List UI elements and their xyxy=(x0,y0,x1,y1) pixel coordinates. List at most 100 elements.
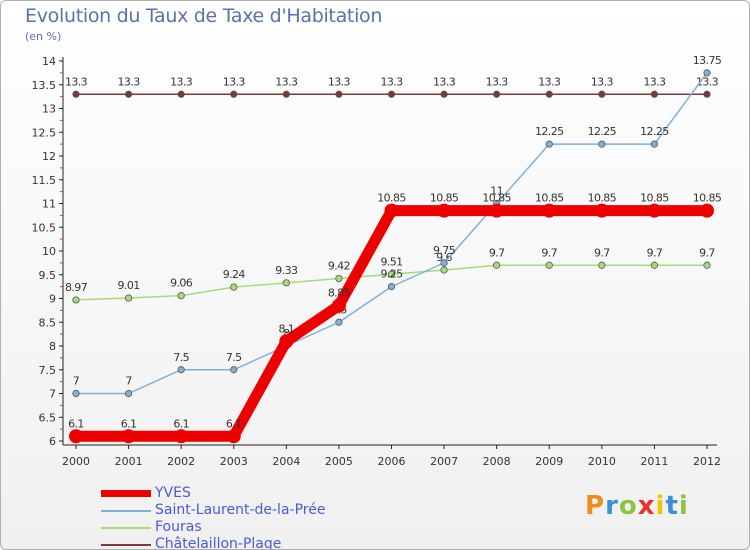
data-label-fouras: 9.42 xyxy=(328,260,350,273)
data-point-saint-laurent-de-la-pr-e xyxy=(230,366,238,374)
data-point-yves xyxy=(384,203,399,218)
logo-letter: t xyxy=(665,491,679,521)
data-label-ch-telaillon-plage: 13.3 xyxy=(380,75,403,88)
legend-label-chatelaillon: Châtelaillon-Plage xyxy=(155,536,282,550)
data-point-yves xyxy=(174,429,189,444)
data-point-yves xyxy=(226,429,241,444)
x-tick-label: 2002 xyxy=(167,455,195,468)
series-line-saint-laurent-de-la-pr-e xyxy=(75,72,708,395)
y-tick-label: 11 xyxy=(42,198,56,211)
x-tick-label: 2005 xyxy=(325,455,353,468)
data-point-saint-laurent-de-la-pr-e xyxy=(703,69,711,77)
x-tick-label: 2010 xyxy=(588,455,616,468)
data-label-fouras: 9.7 xyxy=(594,246,610,259)
data-label-saint-laurent-de-la-pr-e: 7.5 xyxy=(226,351,242,364)
data-point-saint-laurent-de-la-pr-e xyxy=(545,140,553,148)
data-point-fouras xyxy=(335,274,343,283)
data-label-yves: 10.85 xyxy=(588,192,617,205)
data-point-fouras xyxy=(177,292,185,300)
x-tick-label: 2000 xyxy=(62,455,90,468)
data-label-ch-telaillon-plage: 13.3 xyxy=(696,75,719,88)
data-point-yves xyxy=(542,203,557,218)
data-point-saint-laurent-de-la-pr-e xyxy=(650,140,659,148)
y-tick-label: 9.5 xyxy=(39,269,57,282)
data-point-fouras xyxy=(387,270,396,278)
data-label-ch-telaillon-plage: 13.3 xyxy=(65,75,88,88)
data-label-fouras: 9.7 xyxy=(489,246,505,259)
data-point-fouras xyxy=(72,296,80,304)
data-label-ch-telaillon-plage: 13.3 xyxy=(591,75,614,88)
y-tick-label: 14 xyxy=(42,55,56,68)
y-tick-label: 6.5 xyxy=(39,411,57,424)
logo-letter: i xyxy=(655,491,666,521)
data-point-fouras xyxy=(545,261,553,269)
x-tick-label: 2012 xyxy=(693,455,721,468)
data-label-yves: 10.85 xyxy=(693,192,722,205)
y-tick-label: 13 xyxy=(42,103,56,116)
data-point-yves xyxy=(594,203,609,218)
y-tick-label: 7.5 xyxy=(39,364,57,377)
y-axis-unit: (en %) xyxy=(25,30,62,43)
data-point-saint-laurent-de-la-pr-e xyxy=(177,366,185,374)
data-point-fouras xyxy=(282,279,290,287)
data-point-saint-laurent-de-la-pr-e xyxy=(72,389,80,398)
data-label-yves: 6.1 xyxy=(173,417,189,430)
data-point-yves xyxy=(647,203,662,218)
data-point-ch-telaillon-plage xyxy=(703,90,711,98)
y-tick-label: 10 xyxy=(42,245,56,258)
data-point-fouras xyxy=(650,261,659,269)
y-tick-label: 6 xyxy=(49,435,56,448)
data-label-ch-telaillon-plage: 13.3 xyxy=(170,75,193,88)
y-tick-label: 8.5 xyxy=(39,316,57,329)
logo-letter: P xyxy=(585,491,606,521)
data-point-ch-telaillon-plage xyxy=(598,90,606,98)
data-point-yves xyxy=(279,334,294,349)
data-label-fouras: 9.33 xyxy=(275,264,298,277)
data-point-yves xyxy=(121,429,136,444)
data-label-ch-telaillon-plage: 13.3 xyxy=(275,75,298,88)
data-point-yves xyxy=(331,298,346,313)
data-point-fouras xyxy=(598,261,606,269)
data-label-ch-telaillon-plage: 13.3 xyxy=(643,75,666,88)
data-label-yves: 10.85 xyxy=(640,192,669,205)
legend-label-yves: YVES xyxy=(155,485,191,501)
data-point-ch-telaillon-plage xyxy=(177,90,185,98)
data-label-fouras: 9.24 xyxy=(223,268,246,281)
data-label-ch-telaillon-plage: 13.3 xyxy=(328,75,351,88)
x-tick-label: 2001 xyxy=(115,455,143,468)
legend-swatch-yves xyxy=(101,490,151,497)
data-label-yves: 6.1 xyxy=(121,417,137,430)
data-label-fouras: 9.51 xyxy=(380,255,402,268)
data-label-fouras: 9.7 xyxy=(647,246,663,259)
data-label-yves: 6.1 xyxy=(226,417,242,430)
data-label-fouras: 9.6 xyxy=(436,251,452,264)
data-label-fouras: 9.01 xyxy=(118,279,140,292)
logo-letter: r xyxy=(605,491,619,521)
y-tick-label: 11.5 xyxy=(32,174,57,187)
legend-label-saint-laurent: Saint-Laurent-de-la-Prée xyxy=(155,502,326,518)
data-label-ch-telaillon-plage: 13.3 xyxy=(538,75,561,88)
data-label-yves: 8.1 xyxy=(278,322,294,335)
data-label-ch-telaillon-plage: 13.3 xyxy=(118,75,141,88)
data-label-ch-telaillon-plage: 13.3 xyxy=(486,75,509,88)
y-tick-label: 7 xyxy=(49,388,56,401)
data-label-saint-laurent-de-la-pr-e: 7.5 xyxy=(173,351,189,364)
y-tick-label: 12 xyxy=(42,150,56,163)
logo-letter: o xyxy=(618,491,638,521)
data-point-yves xyxy=(700,203,714,218)
data-label-saint-laurent-de-la-pr-e: 9.25 xyxy=(380,268,403,281)
data-label-ch-telaillon-plage: 13.3 xyxy=(223,75,246,88)
data-label-yves: 6.1 xyxy=(68,417,84,430)
data-point-ch-telaillon-plage xyxy=(72,90,80,98)
data-point-ch-telaillon-plage xyxy=(650,90,659,98)
y-tick-label: 10.5 xyxy=(32,221,57,234)
data-point-fouras xyxy=(493,261,501,269)
logo-letter: x xyxy=(637,491,656,521)
y-tick-label: 9 xyxy=(49,293,56,306)
legend-swatch-chatelaillon xyxy=(101,544,151,546)
data-point-ch-telaillon-plage xyxy=(387,90,396,98)
data-label-fouras: 9.06 xyxy=(170,277,193,290)
data-point-yves xyxy=(489,203,504,218)
legend-swatch-fouras xyxy=(101,527,151,529)
